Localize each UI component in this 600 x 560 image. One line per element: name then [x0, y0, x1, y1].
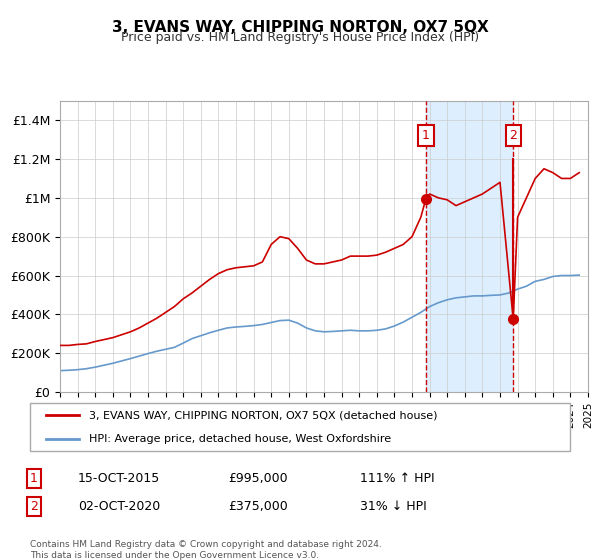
Text: 111% ↑ HPI: 111% ↑ HPI — [360, 472, 434, 486]
FancyBboxPatch shape — [30, 403, 570, 451]
Text: 3, EVANS WAY, CHIPPING NORTON, OX7 5QX: 3, EVANS WAY, CHIPPING NORTON, OX7 5QX — [112, 20, 488, 35]
Text: HPI: Average price, detached house, West Oxfordshire: HPI: Average price, detached house, West… — [89, 434, 392, 444]
Text: Contains HM Land Registry data © Crown copyright and database right 2024.
This d: Contains HM Land Registry data © Crown c… — [30, 540, 382, 560]
Text: 3, EVANS WAY, CHIPPING NORTON, OX7 5QX (detached house): 3, EVANS WAY, CHIPPING NORTON, OX7 5QX (… — [89, 410, 438, 420]
Text: 2: 2 — [30, 500, 38, 514]
Text: 31% ↓ HPI: 31% ↓ HPI — [360, 500, 427, 514]
Text: £995,000: £995,000 — [228, 472, 287, 486]
Text: 15-OCT-2015: 15-OCT-2015 — [78, 472, 160, 486]
Text: 1: 1 — [422, 129, 430, 142]
Text: Price paid vs. HM Land Registry's House Price Index (HPI): Price paid vs. HM Land Registry's House … — [121, 31, 479, 44]
Text: 1: 1 — [30, 472, 38, 486]
Text: £375,000: £375,000 — [228, 500, 288, 514]
Text: 2: 2 — [509, 129, 517, 142]
Bar — [426, 101, 513, 392]
Text: 02-OCT-2020: 02-OCT-2020 — [78, 500, 160, 514]
